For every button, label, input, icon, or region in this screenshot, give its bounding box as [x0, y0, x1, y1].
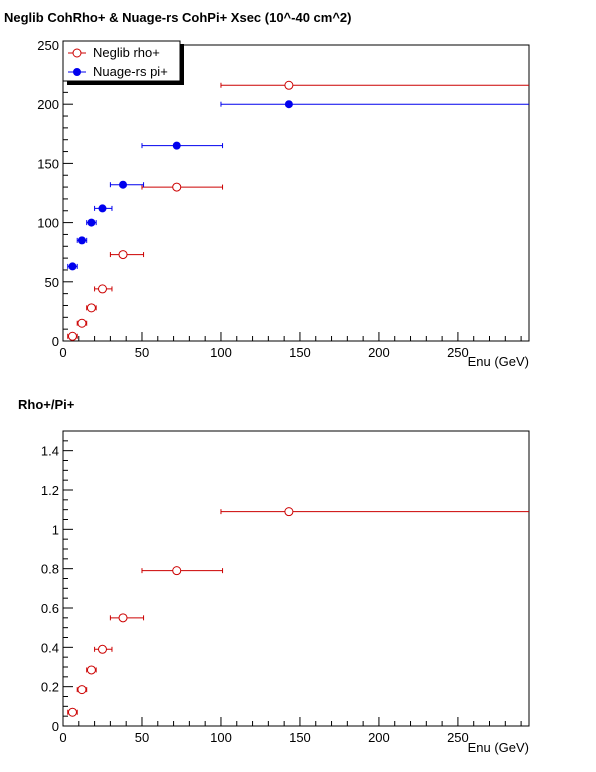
- ratio-x-axis-label: Enu (GeV): [468, 740, 529, 755]
- ratio-series-0-point: [67, 707, 77, 717]
- xsec-series-1-point: [119, 180, 128, 189]
- ratio-y-tick-label: 0.2: [41, 680, 59, 695]
- ratio-x-tick-label: 0: [59, 730, 66, 745]
- ratio-y-tick-label: 1: [52, 522, 59, 537]
- ratio-series-0-point: [77, 685, 87, 695]
- ratio-y-tick-label: 1.2: [41, 483, 59, 498]
- xsec-series-0-point: [118, 250, 128, 260]
- xsec-axes: 0 50 100 150 200 250 0 50 100 150 200 250: [37, 38, 522, 360]
- xsec-series-0-point: [97, 284, 107, 294]
- xsec-series-1-point: [68, 262, 77, 271]
- xsec-series-1-point: [172, 141, 181, 150]
- ratio-y-tick-label: 0: [52, 719, 59, 734]
- xsec-y-tick-label: 0: [52, 334, 59, 349]
- xsec-series-0-point: [67, 331, 77, 341]
- xsec-y-tick-label: 100: [37, 216, 59, 231]
- ratio-series-0-point: [118, 613, 128, 623]
- xsec-y-tick-label: 200: [37, 97, 59, 112]
- ratio-x-tick-label: 50: [135, 730, 149, 745]
- xsec-series-0-point: [172, 182, 182, 192]
- ratio-axes: 0 50 100 150 200 250 0 0.2 0.4 0.6 0.8 1 1.2 1.4: [41, 430, 522, 745]
- xsec-x-tick-label: 100: [210, 345, 232, 360]
- xsec-x-tick-label: 200: [368, 345, 390, 360]
- xsec-legend: Neglib rho+ Nuage-rs pi+: [62, 40, 184, 85]
- ratio-panel: Rho+/Pi+ 0 50 100 150 200 250 0 0.2 0.4 0.6 0.8 1 1.…: [18, 397, 530, 755]
- xsec-y-tick-label: 50: [45, 275, 59, 290]
- xsec-x-tick-label: 150: [289, 345, 311, 360]
- ratio-series-0-point: [97, 644, 107, 654]
- ratio-data-layer: [67, 507, 529, 717]
- xsec-series-0-point: [284, 80, 294, 90]
- xsec-plot-frame: [62, 44, 530, 342]
- ratio-x-tick-label: 200: [368, 730, 390, 745]
- xsec-x-tick-label: 250: [447, 345, 469, 360]
- ratio-y-tick-label: 0.4: [41, 640, 59, 655]
- xsec-panel: Neglib CohRho+ & Nuage-rs CohPi+ Xsec (1…: [4, 10, 530, 369]
- xsec-series-1-point: [284, 100, 293, 109]
- ratio-series-0-point: [284, 507, 294, 517]
- xsec-series-1-point: [77, 236, 86, 245]
- ratio-y-tick-label: 0.8: [41, 562, 59, 577]
- ratio-x-tick-label: 150: [289, 730, 311, 745]
- ratio-x-tick-label: 100: [210, 730, 232, 745]
- ratio-series-0-point: [86, 665, 96, 675]
- legend-pi-marker: [73, 68, 81, 76]
- legend-pi-label: Nuage-rs pi+: [93, 64, 168, 79]
- legend-rho-label: Neglib rho+: [93, 45, 160, 60]
- ratio-plot-frame: [62, 430, 530, 727]
- xsec-series-0-point: [86, 303, 96, 313]
- ratio-x-tick-label: 250: [447, 730, 469, 745]
- ratio-chart-title: Rho+/Pi+: [18, 397, 75, 412]
- xsec-chart-title: Neglib CohRho+ & Nuage-rs CohPi+ Xsec (1…: [4, 10, 352, 25]
- legend-rho-marker: [72, 48, 82, 58]
- ratio-y-tick-label: 1.4: [41, 444, 59, 459]
- xsec-data-layer: [67, 80, 529, 341]
- xsec-y-tick-label: 150: [37, 156, 59, 171]
- xsec-series-1-point: [87, 218, 96, 227]
- xsec-series-0-point: [77, 318, 87, 328]
- xsec-y-tick-label: 250: [37, 38, 59, 53]
- xsec-x-tick-label: 50: [135, 345, 149, 360]
- legend-box: [62, 40, 181, 82]
- xsec-series-1-point: [98, 204, 107, 213]
- xsec-x-tick-label: 0: [59, 345, 66, 360]
- ratio-series-0-point: [172, 566, 182, 576]
- ratio-y-tick-label: 0.6: [41, 601, 59, 616]
- xsec-x-axis-label: Enu (GeV): [468, 354, 529, 369]
